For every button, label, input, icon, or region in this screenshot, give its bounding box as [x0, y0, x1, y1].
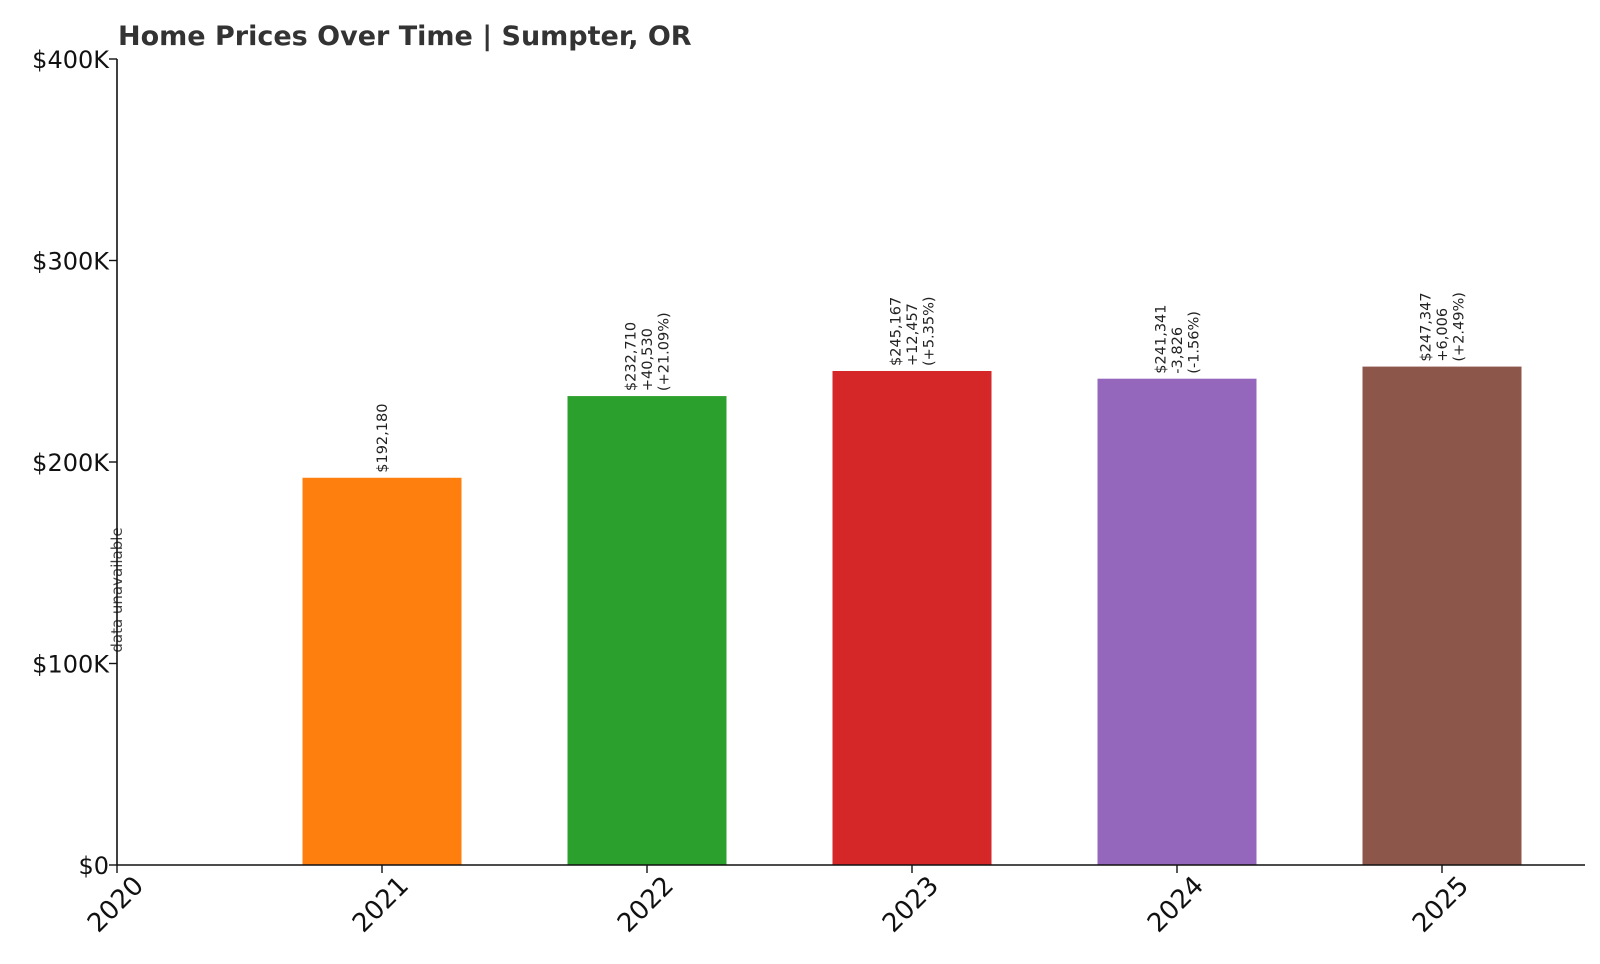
data-label-2023-line-2: +12,457 — [905, 303, 921, 366]
data-label-2022-line-2: +40,530 — [640, 328, 656, 391]
data-label-2022-line-1: $232,710 — [624, 322, 640, 391]
bar-2024 — [1097, 378, 1257, 865]
y-tick-label: $300K — [32, 248, 110, 276]
data-label-2025-line-3: (+2.49%) — [1452, 292, 1468, 362]
bar-2025 — [1362, 366, 1522, 865]
data-label-2021-line-1: $192,180 — [375, 404, 391, 473]
data-label-2024-line-1: $241,341 — [1154, 305, 1170, 374]
x-tick-label-2024: 2024 — [1142, 871, 1210, 939]
x-tick-label-2020: 2020 — [82, 871, 150, 939]
y-tick-label: $200K — [32, 449, 110, 477]
x-tick-label-2021: 2021 — [347, 871, 415, 939]
x-tick-label-2022: 2022 — [612, 871, 680, 939]
y-tick-label: $0 — [78, 852, 109, 880]
bars-layer — [302, 366, 1522, 865]
x-tick-label-2023: 2023 — [877, 871, 945, 939]
axes-layer: $0 $100K $200K $300K $400K 2020 2021 2022 2023 20… — [32, 46, 1585, 939]
data-label-2023-line-1: $245,167 — [889, 297, 905, 366]
x-tick-label-2025: 2025 — [1407, 871, 1475, 939]
y-tick-label: $400K — [32, 46, 110, 74]
data-label-2023-line-3: (+5.35%) — [922, 296, 938, 366]
data-label-2024-line-3: (-1.56%) — [1187, 311, 1203, 374]
data-label-2022-line-3: (+21.09%) — [657, 312, 673, 391]
data-label-2025-line-1: $247,347 — [1419, 292, 1435, 361]
data-labels-layer: data unavailable$192,180$232,710 +40,530(… — [108, 292, 1468, 653]
data-label-2025-line-2: +6,006 — [1435, 308, 1451, 362]
y-tick-label: $100K — [32, 651, 110, 679]
chart-title: Home Prices Over Time | Sumpter, OR — [118, 21, 692, 52]
bar-2021 — [302, 477, 462, 865]
data-label-2024-line-2: -3,826 — [1170, 327, 1186, 374]
bar-2022 — [567, 396, 727, 865]
bar-2023 — [832, 370, 992, 865]
